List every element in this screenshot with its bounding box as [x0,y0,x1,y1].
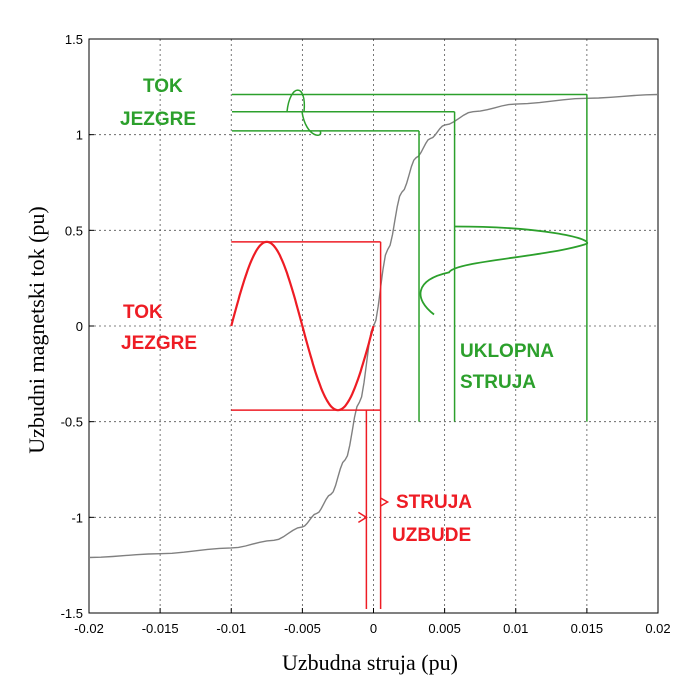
x-tick-label: -0.015 [142,621,179,636]
y-tick-label: 0 [76,319,83,334]
y-tick-label: -1.5 [61,606,83,621]
y-tick-label: -0.5 [61,415,83,430]
red-current-label-line2: UZBUDE [392,525,471,546]
x-tick-label: 0.01 [503,621,528,636]
x-tick-label: 0.015 [571,621,604,636]
steady-current-arrow-left [357,511,368,523]
x-tick-label: -0.01 [216,621,246,636]
y-tick-label: 1.5 [65,32,83,47]
y-axis-label: Uzbudni magnetski tok (pu) [24,206,49,453]
inrush-flux-loop-1 [286,89,306,112]
x-tick-label: -0.005 [284,621,321,636]
inrush-current-pulse [419,225,588,316]
y-tick-label: 0.5 [65,223,83,238]
annotations [230,89,588,609]
steady-flux-wave [230,240,375,412]
steady-current-arrow-right [380,497,390,507]
green-current-label-line2: STRUJA [460,372,536,393]
inrush-flux-loop-2 [301,111,322,136]
x-axis-label: Uzbudna struja (pu) [282,650,458,675]
y-tick-label: 1 [76,128,83,143]
green-flux-label-line2: JEZGRE [120,109,196,130]
tick-labels: -0.02 -0.015 -0.01 -0.005 0 0.005 0.01 0.015 0.0… [61,32,671,636]
red-flux-label-line1: TOK [123,302,163,323]
y-tick-label: -1 [71,510,83,525]
x-tick-label: 0.005 [428,621,461,636]
x-tick-label: 0 [370,621,377,636]
red-current-label-line1: STRUJA [396,492,472,513]
x-tick-label: 0.02 [645,621,670,636]
green-flux-label-line1: TOK [143,76,183,97]
x-tick-label: -0.02 [74,621,104,636]
green-current-label-line1: UKLOPNA [460,341,554,362]
red-flux-label-line2: JEZGRE [121,333,197,354]
